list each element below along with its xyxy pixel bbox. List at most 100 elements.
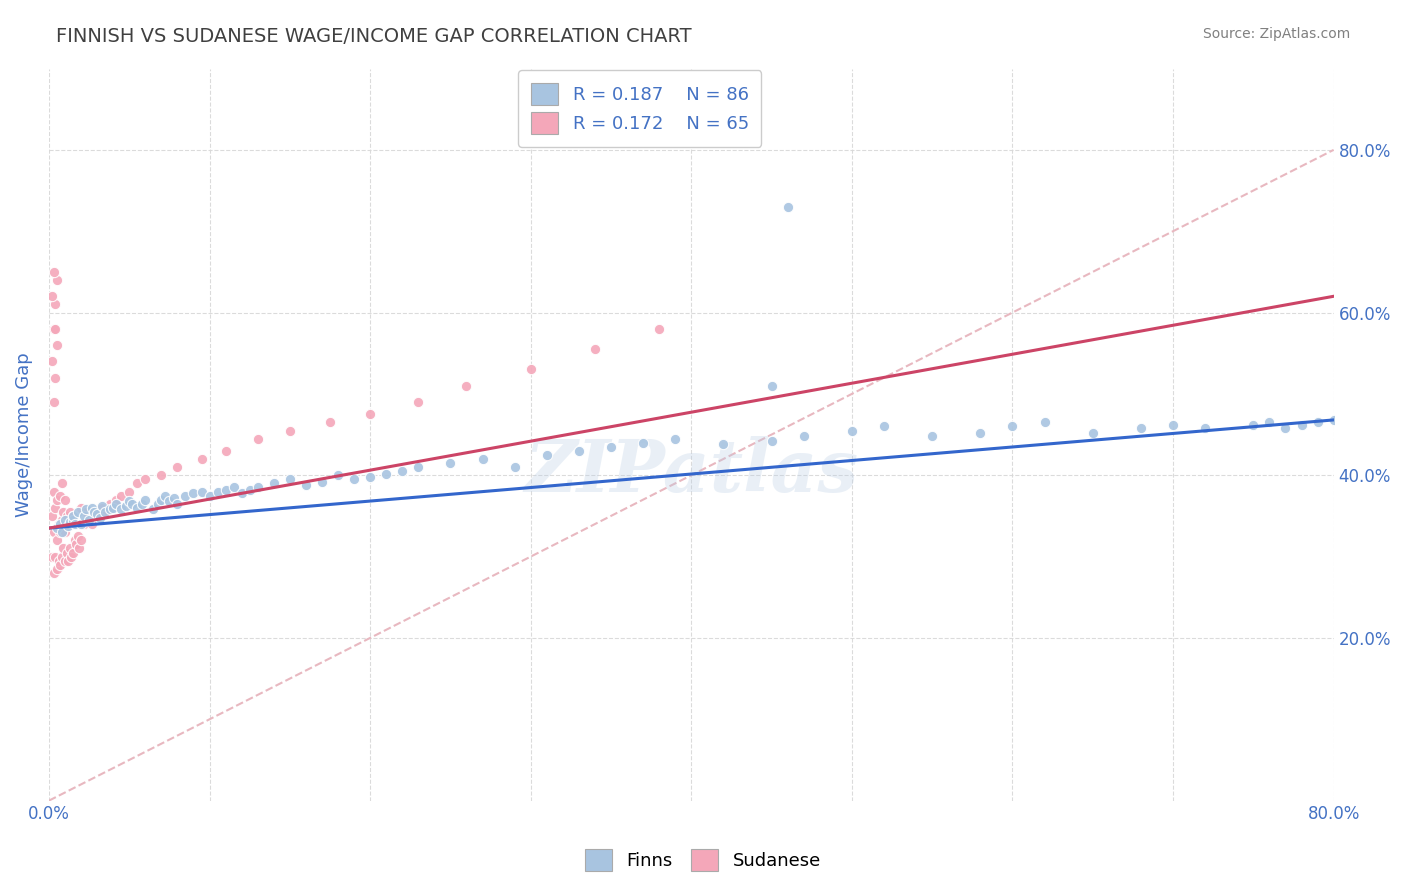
Point bbox=[214, 483, 236, 497]
Point bbox=[600, 440, 623, 454]
Point bbox=[761, 378, 783, 392]
Point bbox=[174, 489, 197, 503]
Point bbox=[46, 521, 69, 535]
Point bbox=[503, 460, 526, 475]
Point bbox=[94, 505, 117, 519]
Point bbox=[311, 475, 333, 489]
Point bbox=[44, 500, 66, 515]
Point bbox=[44, 549, 66, 564]
Point bbox=[91, 500, 114, 515]
Point bbox=[127, 500, 149, 515]
Point bbox=[105, 497, 128, 511]
Point bbox=[98, 502, 121, 516]
Point bbox=[969, 425, 991, 440]
Point bbox=[359, 470, 381, 484]
Point bbox=[48, 516, 70, 531]
Point bbox=[713, 437, 735, 451]
Point bbox=[231, 486, 253, 500]
Point bbox=[105, 492, 128, 507]
Point bbox=[198, 489, 221, 503]
Point bbox=[62, 513, 84, 527]
Point bbox=[58, 518, 80, 533]
Point bbox=[62, 508, 84, 523]
Point bbox=[63, 533, 86, 548]
Point bbox=[375, 467, 398, 481]
Point bbox=[77, 513, 100, 527]
Point bbox=[127, 476, 149, 491]
Point bbox=[1258, 416, 1281, 430]
Point bbox=[166, 460, 188, 475]
Point bbox=[921, 429, 943, 443]
Point bbox=[246, 432, 269, 446]
Point bbox=[49, 558, 72, 572]
Point bbox=[59, 516, 82, 530]
Point bbox=[873, 419, 896, 434]
Point bbox=[75, 505, 97, 519]
Point bbox=[53, 525, 76, 540]
Point bbox=[70, 533, 93, 548]
Point bbox=[82, 500, 104, 515]
Point bbox=[456, 378, 478, 392]
Point bbox=[44, 297, 66, 311]
Point bbox=[59, 505, 82, 519]
Point bbox=[118, 494, 141, 508]
Point bbox=[70, 516, 93, 531]
Point bbox=[190, 484, 212, 499]
Point bbox=[568, 443, 591, 458]
Point bbox=[73, 516, 96, 531]
Point bbox=[207, 484, 229, 499]
Point bbox=[55, 508, 77, 523]
Point bbox=[51, 513, 73, 527]
Point bbox=[664, 432, 686, 446]
Point bbox=[1001, 419, 1024, 434]
Point bbox=[150, 492, 173, 507]
Point bbox=[1129, 421, 1152, 435]
Point bbox=[51, 549, 73, 564]
Point bbox=[166, 497, 188, 511]
Point bbox=[58, 516, 80, 531]
Point bbox=[53, 554, 76, 568]
Point bbox=[49, 489, 72, 503]
Point bbox=[70, 500, 93, 515]
Point bbox=[75, 502, 97, 516]
Point bbox=[41, 354, 63, 368]
Point bbox=[42, 525, 65, 540]
Point bbox=[1241, 417, 1264, 432]
Point bbox=[52, 505, 75, 519]
Point bbox=[53, 492, 76, 507]
Point bbox=[60, 549, 83, 564]
Point bbox=[53, 513, 76, 527]
Point bbox=[94, 505, 117, 519]
Point bbox=[439, 456, 461, 470]
Point bbox=[183, 486, 205, 500]
Point bbox=[190, 452, 212, 467]
Point bbox=[58, 554, 80, 568]
Point bbox=[59, 541, 82, 556]
Point bbox=[343, 472, 366, 486]
Point bbox=[408, 395, 430, 409]
Point bbox=[142, 502, 165, 516]
Point bbox=[278, 472, 301, 486]
Point bbox=[42, 395, 65, 409]
Point bbox=[86, 508, 108, 523]
Point bbox=[761, 434, 783, 448]
Point bbox=[1194, 421, 1216, 435]
Point bbox=[1323, 413, 1346, 427]
Point bbox=[1161, 417, 1184, 432]
Point bbox=[65, 537, 87, 551]
Point bbox=[44, 370, 66, 384]
Point bbox=[60, 513, 83, 527]
Point bbox=[46, 492, 69, 507]
Point bbox=[66, 505, 89, 519]
Point bbox=[83, 505, 105, 519]
Point bbox=[163, 491, 186, 505]
Point bbox=[66, 529, 89, 543]
Point bbox=[98, 497, 121, 511]
Point bbox=[42, 566, 65, 580]
Point bbox=[157, 494, 180, 508]
Text: Source: ZipAtlas.com: Source: ZipAtlas.com bbox=[1202, 27, 1350, 41]
Point bbox=[408, 460, 430, 475]
Point bbox=[77, 513, 100, 527]
Point bbox=[263, 476, 285, 491]
Point bbox=[131, 497, 153, 511]
